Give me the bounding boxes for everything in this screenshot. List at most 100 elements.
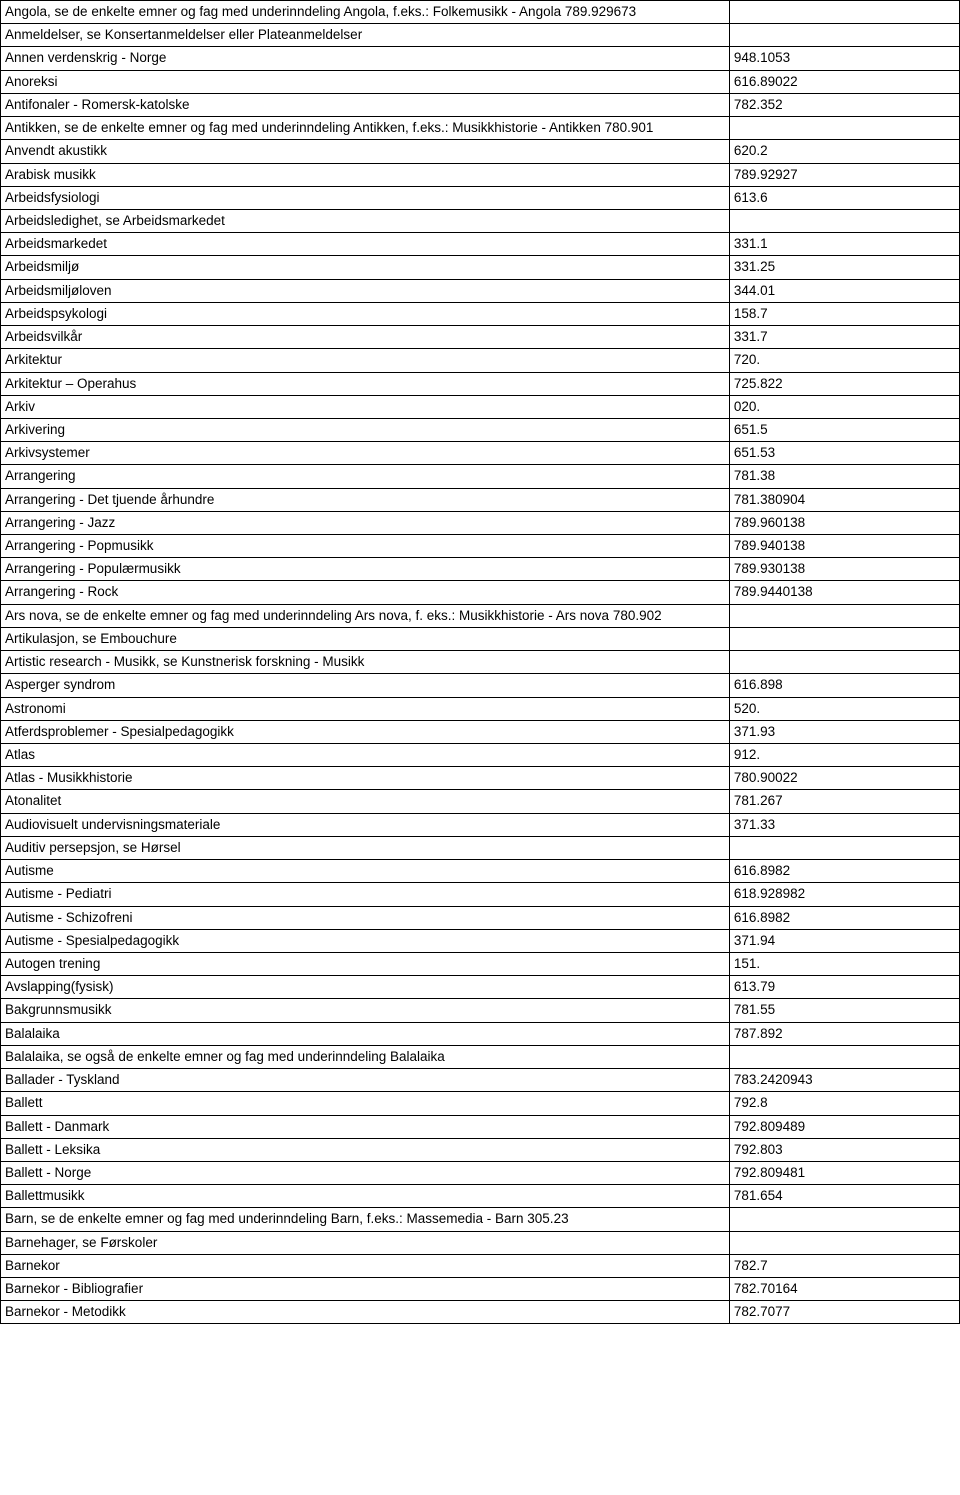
code-cell: 781.380904 — [729, 488, 959, 511]
table-row: Balalaika787.892 — [1, 1022, 960, 1045]
code-cell: 371.33 — [729, 813, 959, 836]
subject-cell: Balalaika — [1, 1022, 730, 1045]
code-cell — [729, 1231, 959, 1254]
table-row: Arrangering781.38 — [1, 465, 960, 488]
code-cell: 613.6 — [729, 186, 959, 209]
subject-cell: Auditiv persepsjon, se Hørsel — [1, 836, 730, 859]
table-row: Anmeldelser, se Konsertanmeldelser eller… — [1, 24, 960, 47]
subject-cell: Arrangering - Jazz — [1, 511, 730, 534]
table-row: Arbeidsmarkedet331.1 — [1, 233, 960, 256]
subject-cell: Autisme - Schizofreni — [1, 906, 730, 929]
table-row: Barnekor - Metodikk782.7077 — [1, 1301, 960, 1324]
subject-cell: Atonalitet — [1, 790, 730, 813]
table-row: Antikken, se de enkelte emner og fag med… — [1, 117, 960, 140]
code-cell: 618.928982 — [729, 883, 959, 906]
code-cell: 520. — [729, 697, 959, 720]
table-row: Ballettmusikk781.654 — [1, 1185, 960, 1208]
subject-cell: Bakgrunnsmusikk — [1, 999, 730, 1022]
subject-cell: Atlas — [1, 744, 730, 767]
subject-cell: Arkitektur – Operahus — [1, 372, 730, 395]
table-row: Arkivering651.5 — [1, 418, 960, 441]
table-row: Ballett - Norge792.809481 — [1, 1161, 960, 1184]
code-cell: 620.2 — [729, 140, 959, 163]
subject-cell: Arbeidsvilkår — [1, 326, 730, 349]
code-cell: 651.53 — [729, 442, 959, 465]
code-cell: 783.2420943 — [729, 1069, 959, 1092]
table-row: Astronomi520. — [1, 697, 960, 720]
table-row: Arbeidsfysiologi613.6 — [1, 186, 960, 209]
code-cell — [729, 836, 959, 859]
subject-cell: Atlas - Musikkhistorie — [1, 767, 730, 790]
subject-cell: Arkiv — [1, 395, 730, 418]
code-cell: 912. — [729, 744, 959, 767]
subject-cell: Arrangering — [1, 465, 730, 488]
table-row: Arbeidsmiljø331.25 — [1, 256, 960, 279]
table-row: Atlas912. — [1, 744, 960, 767]
subject-cell: Arrangering - Popmusikk — [1, 535, 730, 558]
code-cell: 792.803 — [729, 1138, 959, 1161]
subject-cell: Balalaika, se også de enkelte emner og f… — [1, 1045, 730, 1068]
code-cell: 720. — [729, 349, 959, 372]
subject-cell: Ballettmusikk — [1, 1185, 730, 1208]
code-cell: 792.809481 — [729, 1161, 959, 1184]
subject-cell: Ballett - Norge — [1, 1161, 730, 1184]
table-row: Atonalitet781.267 — [1, 790, 960, 813]
table-row: Ballett - Leksika792.803 — [1, 1138, 960, 1161]
table-row: Ballett - Danmark792.809489 — [1, 1115, 960, 1138]
table-body: Angola, se de enkelte emner og fag med u… — [1, 1, 960, 1324]
subject-cell: Astronomi — [1, 697, 730, 720]
code-cell: 151. — [729, 952, 959, 975]
table-row: Arbeidsmiljøloven344.01 — [1, 279, 960, 302]
subject-cell: Annen verdenskrig - Norge — [1, 47, 730, 70]
table-row: Arrangering - Det tjuende århundre781.38… — [1, 488, 960, 511]
subject-cell: Atferdsproblemer - Spesialpedagogikk — [1, 720, 730, 743]
table-row: Arrangering - Jazz789.960138 — [1, 511, 960, 534]
code-cell: 792.8 — [729, 1092, 959, 1115]
subject-cell: Arkivering — [1, 418, 730, 441]
subject-cell: Avslapping(fysisk) — [1, 976, 730, 999]
table-row: Arkitektur720. — [1, 349, 960, 372]
code-cell — [729, 604, 959, 627]
table-row: Artikulasjon, se Embouchure — [1, 627, 960, 650]
code-cell: 331.25 — [729, 256, 959, 279]
subject-cell: Anoreksi — [1, 70, 730, 93]
subject-cell: Antifonaler - Romersk-katolske — [1, 93, 730, 116]
table-row: Angola, se de enkelte emner og fag med u… — [1, 1, 960, 24]
subject-cell: Autogen trening — [1, 952, 730, 975]
table-row: Auditiv persepsjon, se Hørsel — [1, 836, 960, 859]
table-row: Arrangering - Rock789.9440138 — [1, 581, 960, 604]
table-row: Annen verdenskrig - Norge948.1053 — [1, 47, 960, 70]
code-cell: 781.654 — [729, 1185, 959, 1208]
code-cell: 616.89022 — [729, 70, 959, 93]
code-cell: 371.93 — [729, 720, 959, 743]
code-cell: 725.822 — [729, 372, 959, 395]
table-row: Arkivsystemer651.53 — [1, 442, 960, 465]
subject-cell: Audiovisuelt undervisningsmateriale — [1, 813, 730, 836]
table-row: Asperger syndrom616.898 — [1, 674, 960, 697]
subject-cell: Anvendt akustikk — [1, 140, 730, 163]
code-cell: 331.1 — [729, 233, 959, 256]
subject-cell: Arrangering - Det tjuende århundre — [1, 488, 730, 511]
code-cell: 789.9440138 — [729, 581, 959, 604]
table-row: Arabisk musikk789.92927 — [1, 163, 960, 186]
code-cell — [729, 651, 959, 674]
code-cell: 792.809489 — [729, 1115, 959, 1138]
subject-cell: Ars nova, se de enkelte emner og fag med… — [1, 604, 730, 627]
subject-cell: Arbeidsledighet, se Arbeidsmarkedet — [1, 209, 730, 232]
subject-cell: Arkivsystemer — [1, 442, 730, 465]
code-cell: 782.352 — [729, 93, 959, 116]
table-row: Barn, se de enkelte emner og fag med und… — [1, 1208, 960, 1231]
code-cell: 789.940138 — [729, 535, 959, 558]
code-cell: 787.892 — [729, 1022, 959, 1045]
table-row: Arkitektur – Operahus725.822 — [1, 372, 960, 395]
table-row: Ars nova, se de enkelte emner og fag med… — [1, 604, 960, 627]
subject-cell: Autisme - Spesialpedagogikk — [1, 929, 730, 952]
table-row: Autisme - Pediatri618.928982 — [1, 883, 960, 906]
table-row: Arbeidsledighet, se Arbeidsmarkedet — [1, 209, 960, 232]
table-row: Arbeidspsykologi158.7 — [1, 302, 960, 325]
table-row: Anvendt akustikk620.2 — [1, 140, 960, 163]
subject-cell: Arbeidsmarkedet — [1, 233, 730, 256]
subject-cell: Autisme - Pediatri — [1, 883, 730, 906]
code-cell — [729, 24, 959, 47]
subject-cell: Artikulasjon, se Embouchure — [1, 627, 730, 650]
